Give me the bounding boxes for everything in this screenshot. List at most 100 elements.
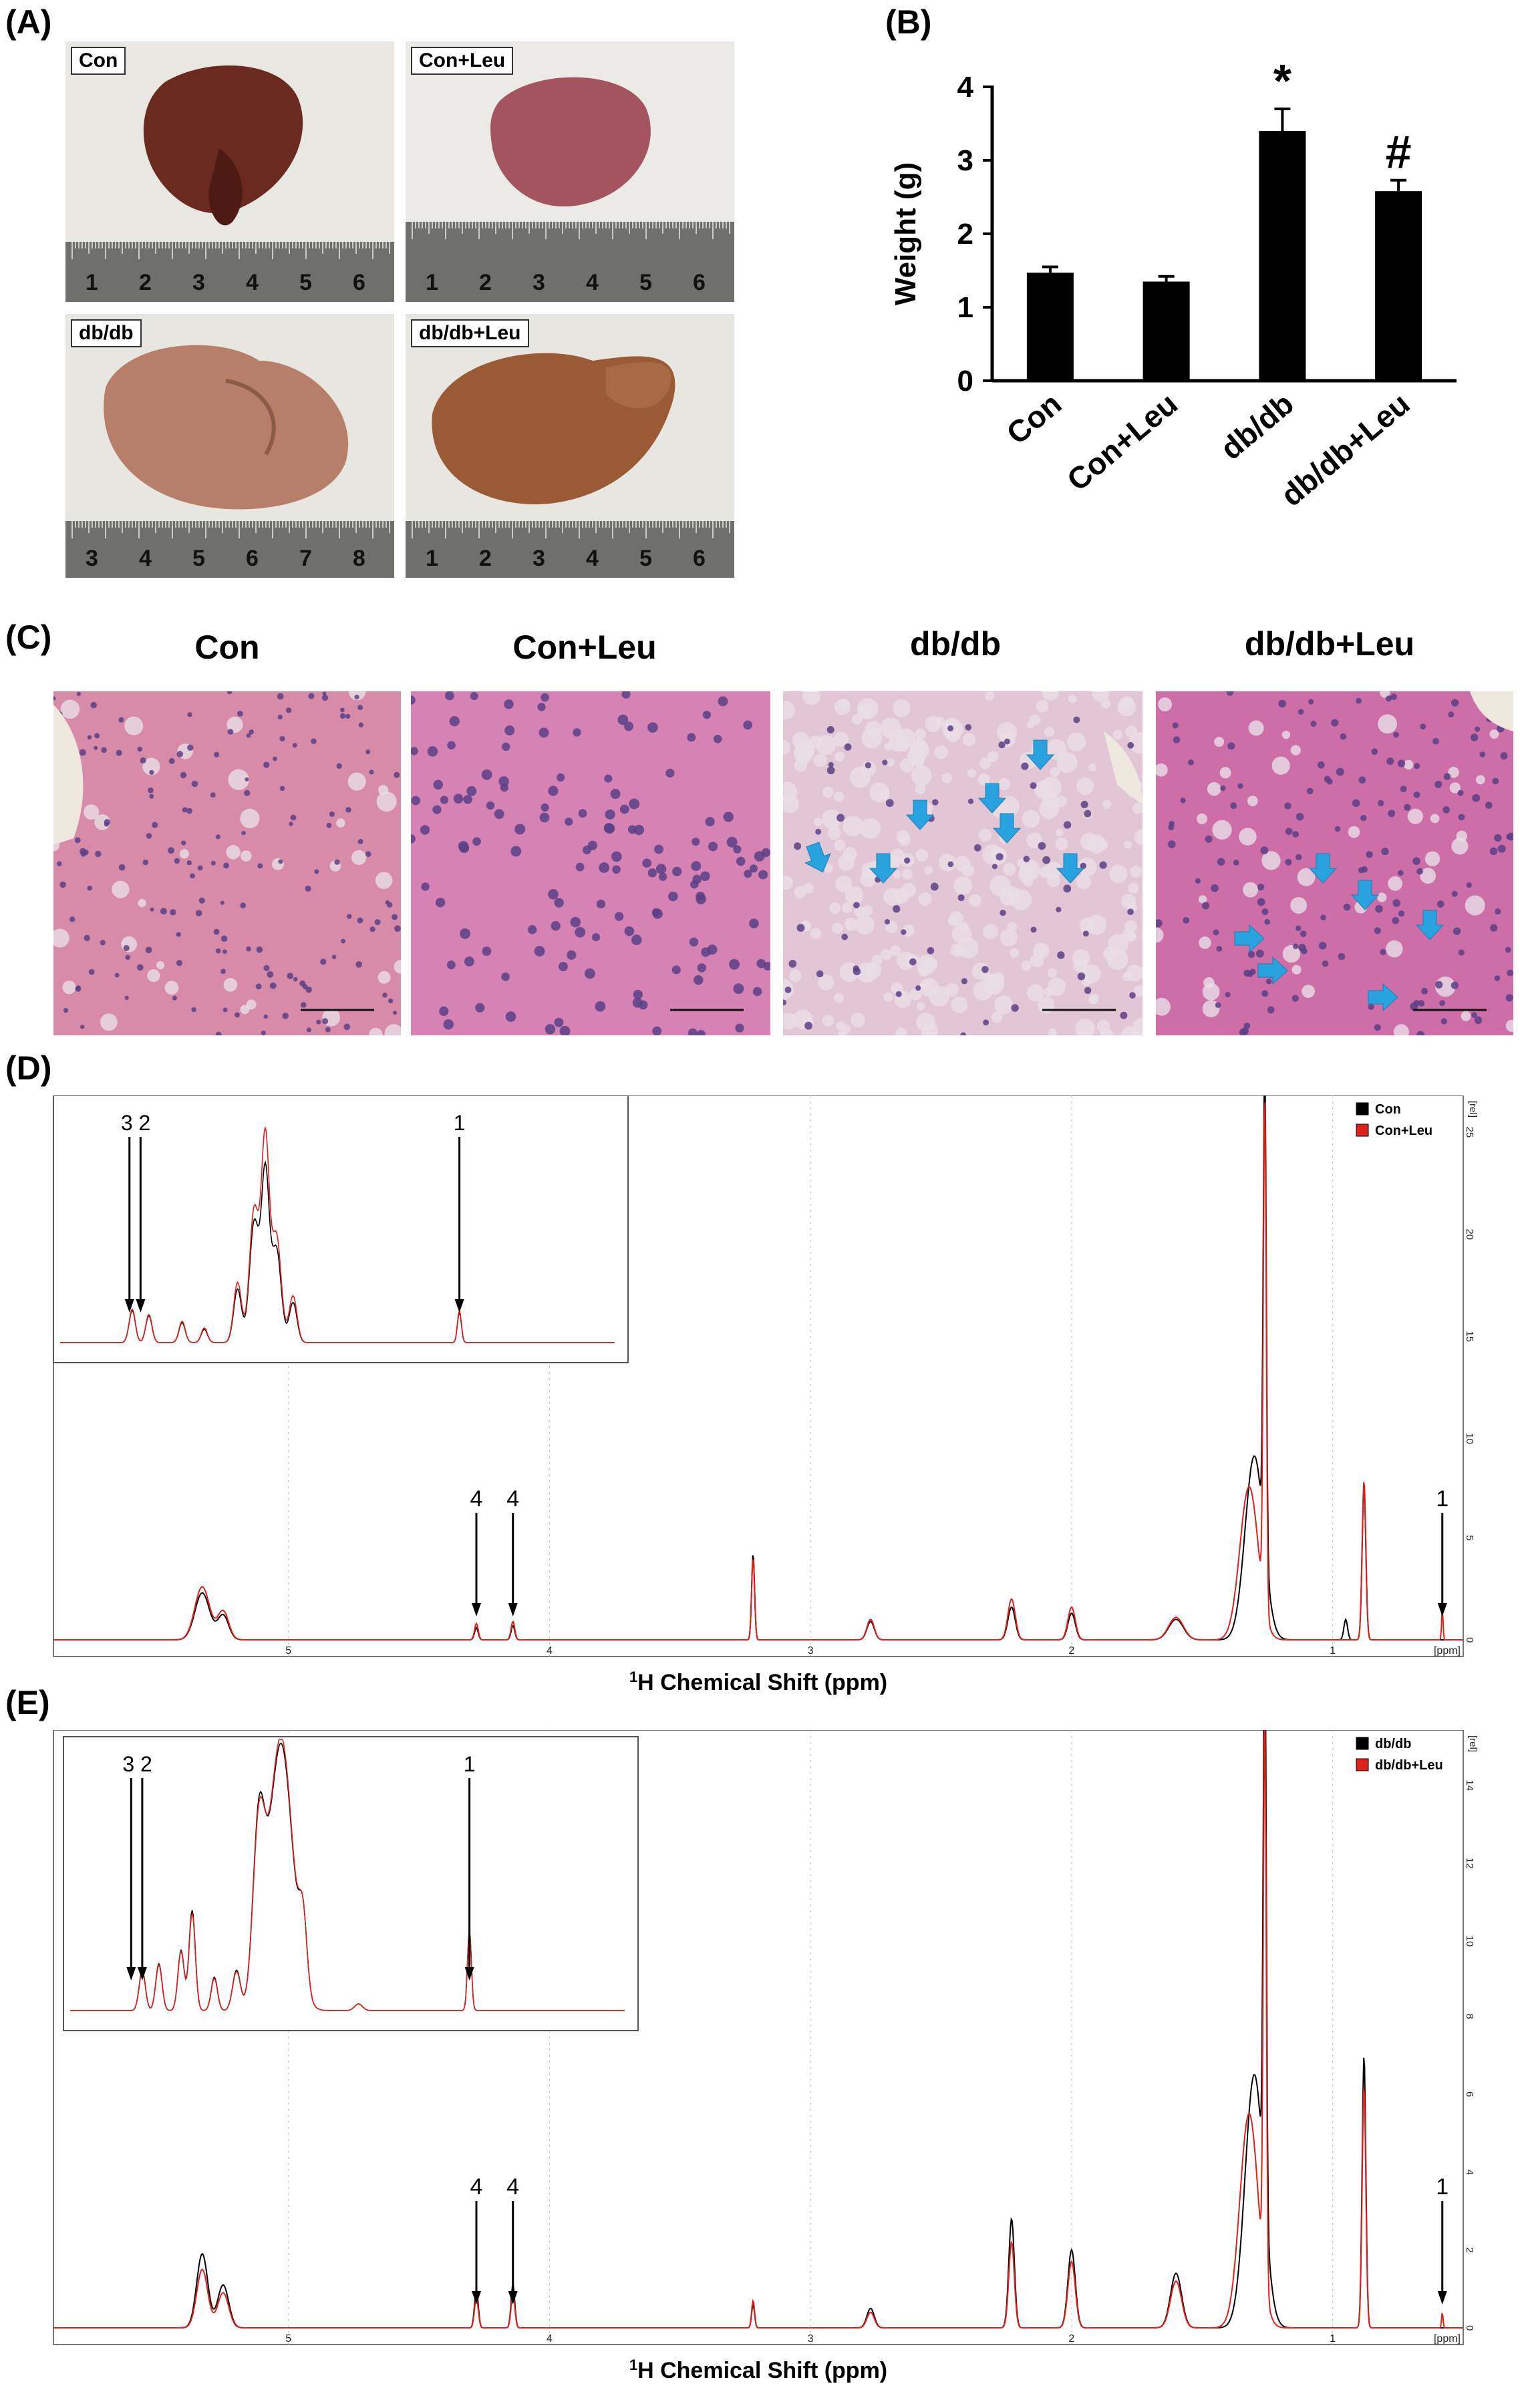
cell-nucleus bbox=[658, 872, 667, 881]
cell-nucleus bbox=[541, 803, 549, 812]
lipid-vacuole bbox=[1075, 1018, 1095, 1035]
cell-nucleus bbox=[481, 769, 492, 780]
histology-title-con-leu: Con+Leu bbox=[512, 629, 657, 666]
lipid-vacuole bbox=[1420, 868, 1436, 884]
cell-nucleus bbox=[541, 693, 549, 702]
cell-nucleus bbox=[170, 909, 176, 916]
lipid-vacuole bbox=[924, 866, 933, 875]
cell-nucleus bbox=[197, 865, 203, 871]
cell-nucleus bbox=[1451, 890, 1458, 897]
cell-nucleus bbox=[633, 824, 644, 836]
cell-nucleus bbox=[305, 885, 311, 892]
lipid-vacuole bbox=[860, 818, 881, 839]
cell-nucleus bbox=[909, 958, 917, 966]
cell-nucleus bbox=[1211, 884, 1219, 892]
cell-nucleus bbox=[339, 713, 346, 719]
lipid-vacuole bbox=[814, 818, 822, 826]
cell-nucleus bbox=[930, 882, 939, 891]
cell-nucleus bbox=[293, 977, 298, 982]
lipid-vacuole bbox=[998, 778, 1011, 790]
cell-nucleus bbox=[735, 1023, 744, 1033]
cell-nucleus bbox=[1492, 778, 1499, 785]
cell-nucleus bbox=[1030, 782, 1037, 790]
lipid-vacuole bbox=[994, 995, 1014, 1015]
lipid-vacuole bbox=[883, 992, 893, 1003]
cell-nucleus bbox=[136, 964, 144, 971]
x-tick-label: 2 bbox=[1068, 2333, 1074, 2345]
cell-nucleus bbox=[554, 898, 564, 908]
lipid-vacuole bbox=[838, 854, 855, 871]
cell-nucleus bbox=[501, 972, 510, 981]
cell-nucleus bbox=[269, 982, 277, 989]
lipid-vacuole bbox=[843, 816, 864, 837]
lipid-vacuole bbox=[53, 928, 69, 948]
cell-nucleus bbox=[320, 959, 327, 965]
lipid-vacuole bbox=[829, 902, 841, 914]
cell-nucleus bbox=[687, 733, 696, 742]
cell-nucleus bbox=[277, 714, 283, 720]
lipid-vacuole bbox=[1203, 977, 1215, 989]
lipid-vacuole bbox=[1073, 959, 1088, 973]
cell-nucleus bbox=[374, 919, 381, 925]
lipid-vacuole bbox=[978, 828, 992, 842]
panel-label-e: (E) bbox=[5, 1684, 50, 1721]
cell-nucleus bbox=[57, 861, 62, 866]
cell-nucleus bbox=[148, 787, 154, 794]
x-tick-label: 1 bbox=[1330, 2333, 1336, 2345]
bar bbox=[1026, 273, 1074, 381]
lipid-vacuole bbox=[1465, 895, 1485, 916]
cell-nucleus bbox=[279, 786, 285, 792]
cell-nucleus bbox=[1336, 767, 1344, 776]
lipid-vacuole bbox=[1219, 767, 1231, 779]
lipid-vacuole bbox=[1055, 828, 1064, 837]
cell-nucleus bbox=[1247, 951, 1255, 959]
cell-nucleus bbox=[1267, 1006, 1275, 1014]
cell-nucleus bbox=[1340, 733, 1347, 740]
inset-peak-label: 2 bbox=[138, 1111, 150, 1135]
ruler-number: 4 bbox=[586, 546, 599, 571]
arrow-shape bbox=[804, 842, 831, 873]
lipid-vacuole bbox=[138, 898, 146, 908]
cell-nucleus bbox=[325, 1027, 331, 1033]
lipid-vacuole bbox=[1056, 796, 1067, 808]
ruler-number: 1 bbox=[86, 270, 98, 295]
lipid-vacuole bbox=[909, 740, 929, 760]
cell-nucleus bbox=[655, 864, 667, 874]
liver-shape bbox=[490, 77, 651, 207]
ruler-number: 4 bbox=[246, 270, 259, 295]
cell-nucleus bbox=[1439, 1000, 1446, 1007]
lipid-vacuole bbox=[833, 792, 845, 802]
lipid-vacuole bbox=[179, 849, 189, 859]
peak-arrow-head bbox=[1437, 1603, 1447, 1616]
steatosis-arrow bbox=[1350, 880, 1380, 910]
lipid-vacuole bbox=[1281, 730, 1291, 739]
cell-nucleus bbox=[160, 908, 167, 915]
panel-label-a: (A) bbox=[5, 3, 52, 41]
liver-photo-con-leu: 1 2 3 4 5 6 Con+Leu bbox=[406, 41, 734, 302]
lipid-vacuole bbox=[915, 728, 927, 740]
cell-nucleus bbox=[1156, 919, 1163, 928]
lipid-vacuole bbox=[802, 691, 820, 705]
cell-nucleus bbox=[642, 858, 651, 868]
cell-nucleus bbox=[1440, 1018, 1447, 1025]
lipid-vacuole bbox=[915, 848, 928, 862]
lipid-vacuole bbox=[1102, 800, 1112, 810]
lipid-vacuole bbox=[1026, 984, 1044, 1002]
cell-nucleus bbox=[246, 946, 251, 952]
ruler-number: 2 bbox=[479, 546, 492, 571]
lipid-vacuole bbox=[1156, 997, 1171, 1016]
steatosis-arrow bbox=[992, 813, 1022, 844]
lipid-vacuole bbox=[880, 949, 892, 961]
cell-nucleus bbox=[191, 780, 198, 788]
cell-nucleus bbox=[584, 968, 595, 979]
lipid-vacuole bbox=[351, 850, 367, 865]
cell-nucleus bbox=[1082, 930, 1089, 937]
lipid-vacuole bbox=[1018, 866, 1036, 883]
cell-nucleus bbox=[174, 858, 180, 864]
lipid-vacuole bbox=[1199, 936, 1211, 949]
cell-nucleus bbox=[633, 989, 643, 1000]
legend-label: db/db bbox=[1375, 1737, 1411, 1751]
cell-nucleus bbox=[1230, 802, 1237, 810]
cell-nucleus bbox=[1506, 834, 1513, 840]
lipid-vacuole bbox=[1158, 697, 1173, 711]
